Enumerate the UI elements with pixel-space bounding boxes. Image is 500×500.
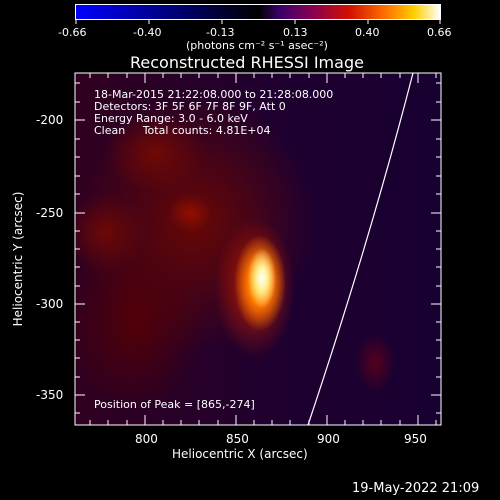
colorbar-tick-1: -0.66 — [58, 26, 87, 39]
x-tick-4: 950 — [404, 432, 427, 446]
info-detectors: Detectors: 3F 5F 6F 7F 8F 9F, Att 0 — [94, 100, 286, 113]
info-time-range: 18-Mar-2015 21:22:08.000 to 21:28:08.000 — [94, 88, 334, 101]
plot-title: Reconstructed RHESSI Image — [130, 53, 364, 72]
peak-position: Position of Peak = [865,-274] — [94, 398, 255, 411]
colorbar-tick-3: -0.13 — [206, 26, 235, 39]
y-tick-4: -350 — [36, 388, 64, 402]
colorbar-tick-2: -0.40 — [133, 26, 162, 39]
x-tick-1: 800 — [135, 432, 158, 446]
colorbar-tick-6: 0.66 — [427, 26, 452, 39]
colorbar — [75, 4, 441, 20]
y-axis-label: Heliocentric Y (arcsec) — [11, 191, 25, 327]
rhessi-image — [75, 73, 441, 425]
info-clean-counts: Clean Total counts: 4.81E+04 — [94, 124, 271, 137]
colorbar-units: (photons cm⁻² s⁻¹ asec⁻²) — [186, 39, 328, 52]
x-tick-2: 850 — [226, 432, 249, 446]
colorbar-tick-5: 0.40 — [355, 26, 380, 39]
x-axis-label: Heliocentric X (arcsec) — [172, 447, 308, 461]
y-tick-1: -200 — [36, 113, 64, 127]
colorbar-ticks — [75, 20, 441, 24]
x-tick-3: 900 — [317, 432, 340, 446]
info-energy-range: Energy Range: 3.0 - 6.0 keV — [94, 112, 248, 125]
timestamp: 19-May-2022 21:09 — [352, 481, 480, 496]
colorbar-tick-4: 0.13 — [283, 26, 308, 39]
solar-limb — [307, 72, 414, 426]
y-tick-2: -250 — [36, 206, 64, 220]
y-tick-3: -300 — [36, 297, 64, 311]
